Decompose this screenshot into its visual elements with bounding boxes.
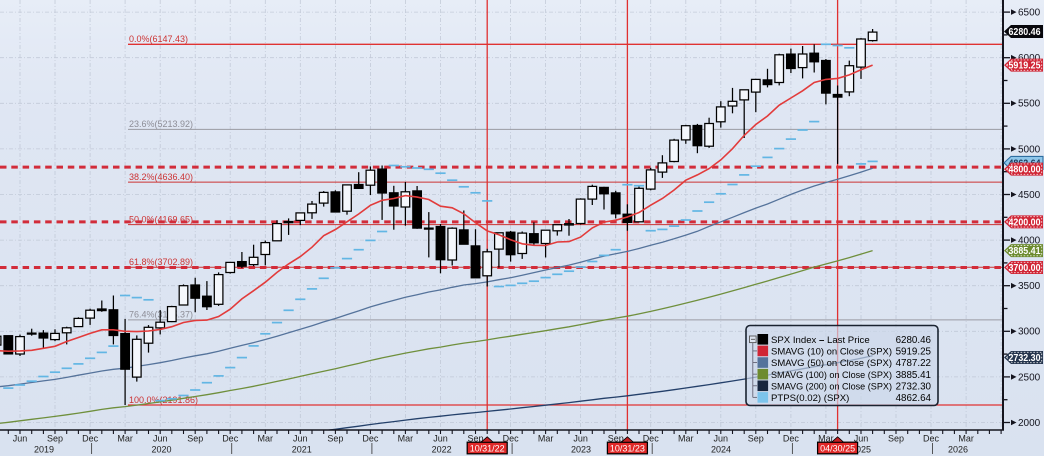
svg-text:Mar: Mar xyxy=(538,434,554,444)
svg-text:10/31/22: 10/31/22 xyxy=(470,444,505,455)
svg-text:Jun: Jun xyxy=(13,434,28,444)
svg-text:2022: 2022 xyxy=(432,445,452,455)
svg-text:5919.25: 5919.25 xyxy=(896,347,932,358)
svg-text:50.0%(4169.65): 50.0%(4169.65) xyxy=(129,214,193,224)
svg-text:4862.64: 4862.64 xyxy=(896,393,932,404)
svg-text:Jun: Jun xyxy=(433,434,448,444)
svg-text:SPX Index – Last Price: SPX Index – Last Price xyxy=(771,335,870,346)
svg-text:Mar: Mar xyxy=(958,434,974,444)
svg-text:4800.00: 4800.00 xyxy=(1009,165,1041,176)
svg-text:Dec: Dec xyxy=(222,434,239,444)
svg-text:Dec: Dec xyxy=(503,434,520,444)
svg-text:Sep: Sep xyxy=(327,434,343,444)
svg-text:2020: 2020 xyxy=(151,445,171,455)
svg-text:4787.22: 4787.22 xyxy=(896,358,931,369)
svg-text:5000: 5000 xyxy=(1018,144,1041,155)
svg-text:04/30/25: 04/30/25 xyxy=(820,444,855,455)
svg-text:SMAVG (200) on Close (SPX): SMAVG (200) on Close (SPX) xyxy=(771,381,892,392)
svg-text:Jun: Jun xyxy=(573,434,588,444)
svg-text:2025: 2025 xyxy=(851,445,871,455)
svg-text:SMAVG (10) on Close (SPX): SMAVG (10) on Close (SPX) xyxy=(771,347,892,358)
svg-text:Mar: Mar xyxy=(818,434,834,444)
svg-text:Jun: Jun xyxy=(153,434,168,444)
svg-text:Mar: Mar xyxy=(678,434,694,444)
svg-text:6280.46: 6280.46 xyxy=(1009,27,1041,38)
svg-text:76.4%(3125.37): 76.4%(3125.37) xyxy=(129,310,193,320)
svg-text:Mar: Mar xyxy=(117,434,133,444)
svg-text:Jun: Jun xyxy=(714,434,729,444)
svg-text:4000: 4000 xyxy=(1018,236,1041,247)
svg-text:2024: 2024 xyxy=(711,445,731,455)
svg-text:5500: 5500 xyxy=(1018,99,1041,110)
svg-text:61.8%(3702.89): 61.8%(3702.89) xyxy=(129,257,193,267)
svg-text:3700.00: 3700.00 xyxy=(1009,263,1041,274)
svg-text:5919.25: 5919.25 xyxy=(1009,61,1041,72)
svg-text:10/31/23: 10/31/23 xyxy=(610,444,645,455)
svg-text:SMAVG (50) on Close (SPX): SMAVG (50) on Close (SPX) xyxy=(771,358,892,369)
svg-text:2021: 2021 xyxy=(292,445,312,455)
svg-text:Jun: Jun xyxy=(293,434,308,444)
svg-text:23.6%(5213.92): 23.6%(5213.92) xyxy=(129,119,193,129)
svg-text:6280.46: 6280.46 xyxy=(896,335,932,346)
svg-text:2000: 2000 xyxy=(1018,418,1041,429)
svg-text:SMAVG (100) on Close (SPX): SMAVG (100) on Close (SPX) xyxy=(771,370,892,381)
svg-text:4200.00: 4200.00 xyxy=(1009,218,1041,229)
svg-text:Jun: Jun xyxy=(854,434,869,444)
svg-text:Dec: Dec xyxy=(362,434,379,444)
svg-text:Dec: Dec xyxy=(82,434,99,444)
svg-text:0.0%(6147.43): 0.0%(6147.43) xyxy=(129,34,188,44)
svg-text:2500: 2500 xyxy=(1018,372,1041,383)
svg-text:Sep: Sep xyxy=(748,434,764,444)
svg-text:Sep: Sep xyxy=(888,434,904,444)
svg-text:PTPS(0.02) (SPX): PTPS(0.02) (SPX) xyxy=(771,393,849,404)
svg-text:Sep: Sep xyxy=(47,434,63,444)
svg-text:6500: 6500 xyxy=(1018,8,1041,19)
svg-text:2732.30: 2732.30 xyxy=(896,381,932,392)
svg-text:3500: 3500 xyxy=(1018,281,1041,292)
svg-text:3885.41: 3885.41 xyxy=(896,370,931,381)
svg-text:Dec: Dec xyxy=(783,434,800,444)
svg-text:2019: 2019 xyxy=(34,445,54,455)
svg-text:Sep: Sep xyxy=(608,434,624,444)
svg-text:2023: 2023 xyxy=(571,445,591,455)
svg-text:2026: 2026 xyxy=(948,445,968,455)
svg-text:Dec: Dec xyxy=(643,434,660,444)
svg-text:3885.41: 3885.41 xyxy=(1009,246,1041,257)
svg-text:Dec: Dec xyxy=(923,434,940,444)
svg-text:38.2%(4636.40): 38.2%(4636.40) xyxy=(129,172,193,182)
svg-text:Sep: Sep xyxy=(187,434,203,444)
svg-text:3000: 3000 xyxy=(1018,327,1041,338)
svg-text:Mar: Mar xyxy=(258,434,274,444)
svg-text:Mar: Mar xyxy=(398,434,414,444)
svg-text:2732.30: 2732.30 xyxy=(1009,353,1041,364)
svg-text:4500: 4500 xyxy=(1018,190,1041,201)
svg-text:Sep: Sep xyxy=(467,434,483,444)
